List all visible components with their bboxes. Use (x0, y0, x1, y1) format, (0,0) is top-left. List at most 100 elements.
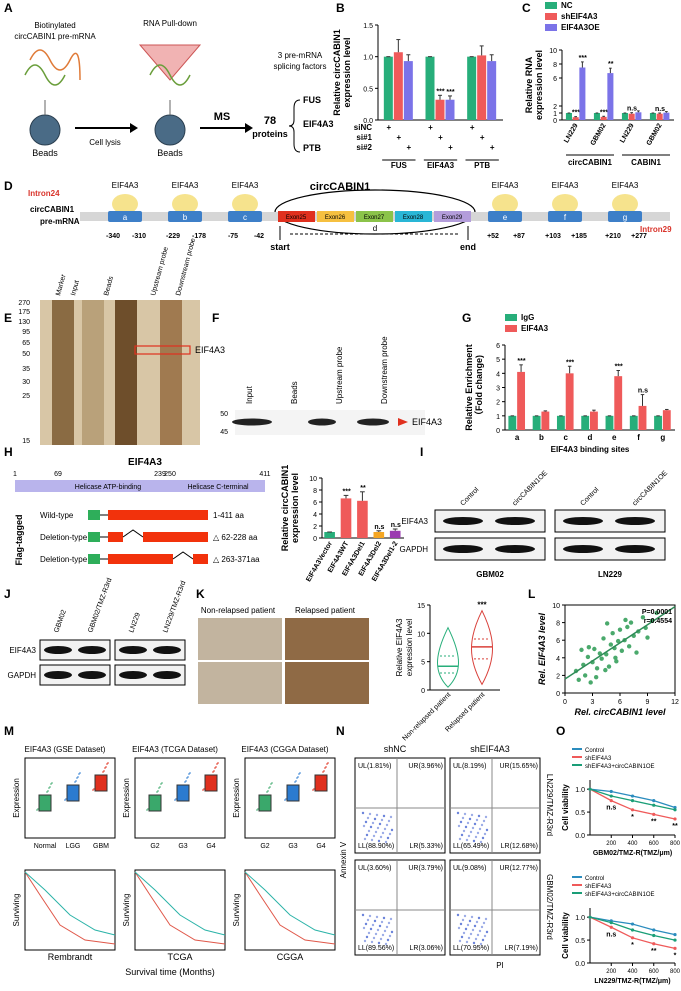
x-tick-label: 400 (627, 969, 638, 975)
event (478, 827, 482, 831)
blot (39, 664, 111, 686)
label: +185 (571, 233, 587, 240)
legend-swatch (572, 748, 582, 750)
legend-swatch (505, 314, 517, 321)
label: Surviving (12, 894, 21, 927)
label: LN229/TMZ-R3rd (162, 580, 187, 634)
x-tick-label: PTB (474, 161, 490, 170)
y-axis-label: expression level (534, 50, 544, 120)
event (383, 929, 387, 933)
event (477, 916, 481, 920)
label: GBM02/TMZ-R3rd (87, 577, 113, 634)
value-label: n.s (606, 931, 616, 938)
point (597, 651, 603, 656)
group-label: CABIN1 (631, 158, 661, 167)
label: LR(5.33%) (410, 843, 443, 850)
event (378, 822, 382, 826)
blot (434, 537, 546, 561)
event (466, 821, 470, 825)
point (673, 946, 677, 950)
label: 50 (22, 351, 30, 358)
panel-label: L (528, 587, 535, 601)
point (640, 615, 646, 620)
event (374, 932, 378, 936)
label: Intron24 (28, 189, 60, 198)
y-tick-label: 0.5 (363, 86, 373, 93)
panel-label: G (462, 311, 471, 325)
event (381, 933, 385, 937)
label: UL(1.81%) (358, 763, 391, 770)
event (372, 936, 376, 940)
event (363, 837, 367, 841)
point (599, 656, 604, 661)
event (369, 825, 373, 829)
legend-swatch (505, 325, 517, 332)
label: LR(7.19%) (505, 945, 538, 952)
label: 250 (164, 471, 176, 478)
label: 30 (22, 379, 30, 386)
y-tick-label: 8 (313, 488, 317, 495)
point (673, 805, 677, 810)
point (645, 635, 650, 640)
plot-frame (244, 869, 336, 951)
label: shEIF4A3 (470, 744, 510, 754)
bar (662, 410, 671, 430)
shape (108, 554, 173, 564)
point (608, 642, 614, 647)
y-tick-label: 0 (313, 536, 317, 543)
event (379, 937, 383, 941)
event (480, 823, 484, 827)
point (630, 808, 635, 812)
event (469, 932, 473, 936)
label: LL(88.90%) (358, 843, 394, 850)
value-label: *** (615, 364, 623, 371)
point (593, 674, 599, 680)
design-mark: + (448, 143, 453, 152)
legend-swatch (572, 756, 582, 758)
bar (656, 113, 663, 120)
label: f (564, 213, 567, 222)
y-tick-label: 0 (421, 688, 425, 695)
event (462, 829, 466, 833)
x-tick-label: Non-relapsed patient (402, 691, 453, 742)
event (371, 821, 375, 825)
label: △ 263-371aa (213, 555, 260, 564)
y-tick-label: 1.5 (363, 23, 373, 30)
bar (357, 500, 368, 538)
plot-frame (24, 869, 116, 951)
blot (114, 639, 186, 661)
y-tick-label: 3 (496, 386, 500, 393)
design-mark: + (386, 123, 391, 132)
bar (581, 415, 590, 430)
bar (572, 117, 579, 120)
bar (621, 113, 628, 120)
jitter (189, 772, 191, 774)
plot-frame (244, 757, 336, 839)
value-label: * (631, 942, 634, 949)
label: LN229 (128, 612, 142, 634)
label: Exon25 (286, 215, 307, 221)
x-tick-label: GBM02 (646, 122, 664, 146)
event (458, 837, 462, 841)
value-label: * (674, 952, 677, 959)
legend-label: IgG (521, 313, 534, 322)
event (364, 922, 368, 926)
point (673, 817, 677, 821)
label: 69 (54, 471, 62, 478)
panel-label: N (336, 724, 345, 738)
event (362, 824, 366, 828)
legend-swatch (572, 876, 582, 878)
survival-curve (134, 871, 226, 936)
event (386, 938, 390, 942)
panel-label: H (4, 445, 13, 459)
jitter (105, 766, 107, 768)
bar (600, 116, 607, 120)
label: GBM02 (53, 609, 68, 634)
site-box (228, 211, 262, 222)
label: TCGA (167, 952, 192, 962)
event (387, 921, 391, 925)
band (119, 646, 147, 654)
label: UL(9.08%) (453, 865, 486, 872)
y-tick-label: 6 (313, 500, 317, 507)
event (361, 811, 365, 815)
